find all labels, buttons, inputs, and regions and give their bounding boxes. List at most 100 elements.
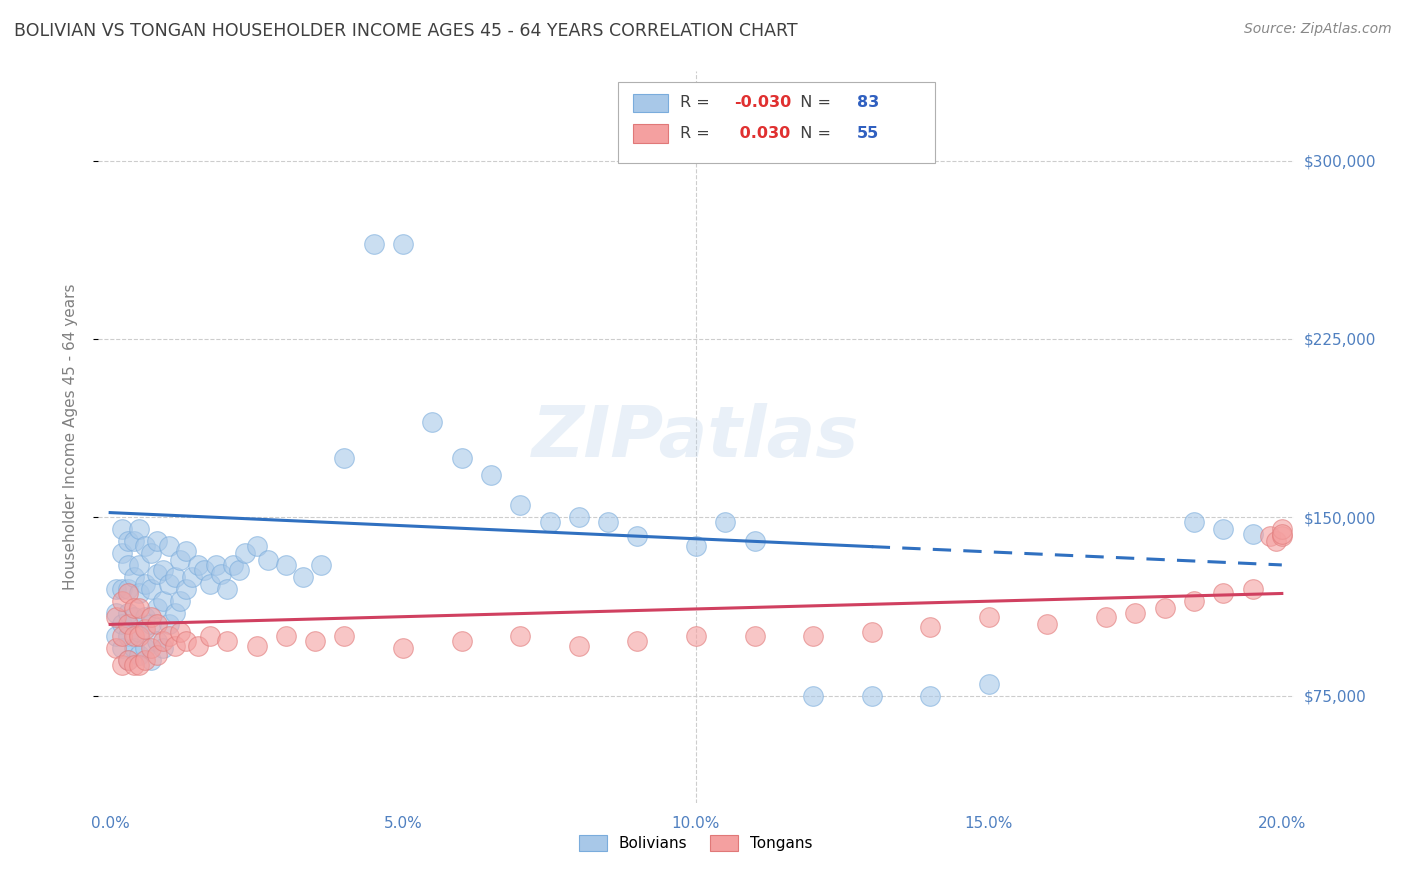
Point <box>117 617 139 632</box>
Point <box>211 567 233 582</box>
Point <box>122 534 145 549</box>
Point <box>198 629 221 643</box>
Point <box>141 617 163 632</box>
Point <box>598 515 620 529</box>
Point <box>111 629 134 643</box>
Point <box>134 610 156 624</box>
Text: BOLIVIAN VS TONGAN HOUSEHOLDER INCOME AGES 45 - 64 YEARS CORRELATION CHART: BOLIVIAN VS TONGAN HOUSEHOLDER INCOME AG… <box>14 22 797 40</box>
Point <box>174 582 197 596</box>
Point <box>128 558 150 572</box>
Point <box>626 634 648 648</box>
Point <box>1241 582 1264 596</box>
Point <box>193 563 215 577</box>
Point <box>157 577 180 591</box>
Point <box>1265 534 1288 549</box>
Text: 83: 83 <box>858 95 880 111</box>
Point <box>744 629 766 643</box>
Point <box>1182 593 1205 607</box>
Point <box>122 657 145 672</box>
Point <box>274 629 297 643</box>
Point <box>450 450 472 465</box>
Point <box>111 582 134 596</box>
Point <box>422 415 444 429</box>
Point <box>685 539 707 553</box>
Point <box>626 529 648 543</box>
Point <box>920 620 942 634</box>
Text: N =: N = <box>790 95 837 111</box>
Point <box>141 546 163 560</box>
Point <box>568 510 591 524</box>
Point <box>141 653 163 667</box>
Point <box>860 689 883 703</box>
FancyBboxPatch shape <box>633 124 668 143</box>
Point <box>105 606 128 620</box>
Point <box>860 624 883 639</box>
Point <box>217 582 239 596</box>
Point <box>222 558 245 572</box>
Point <box>157 539 180 553</box>
Point <box>111 522 134 536</box>
Point <box>479 467 502 482</box>
Point <box>1241 527 1264 541</box>
Point <box>128 600 150 615</box>
Point <box>128 629 150 643</box>
Point <box>134 653 156 667</box>
FancyBboxPatch shape <box>619 82 935 163</box>
Point <box>1095 610 1118 624</box>
Point <box>122 610 145 624</box>
Point <box>1212 586 1234 600</box>
Point <box>146 617 169 632</box>
Point <box>333 629 356 643</box>
Point <box>117 582 139 596</box>
Point <box>146 648 169 663</box>
Point <box>128 522 150 536</box>
Point <box>146 634 169 648</box>
Point <box>714 515 737 529</box>
Point <box>141 582 163 596</box>
Point <box>163 570 186 584</box>
Point <box>304 634 326 648</box>
Point <box>509 499 531 513</box>
Point <box>117 629 139 643</box>
Text: 0.030: 0.030 <box>734 126 790 141</box>
Text: R =: R = <box>681 95 716 111</box>
Point <box>292 570 315 584</box>
Point <box>174 543 197 558</box>
Point <box>111 657 134 672</box>
Point <box>111 617 134 632</box>
Point <box>134 622 156 636</box>
Point <box>538 515 561 529</box>
Point <box>117 653 139 667</box>
Y-axis label: Householder Income Ages 45 - 64 years: Householder Income Ages 45 - 64 years <box>63 284 77 591</box>
Text: R =: R = <box>681 126 720 141</box>
Point <box>146 600 169 615</box>
Point <box>363 236 385 251</box>
Point <box>105 641 128 656</box>
Point <box>152 563 174 577</box>
Point <box>122 570 145 584</box>
Point <box>152 641 174 656</box>
Point <box>392 236 415 251</box>
Point <box>105 582 128 596</box>
Point <box>204 558 226 572</box>
Point <box>450 634 472 648</box>
Point <box>122 629 145 643</box>
Point <box>141 641 163 656</box>
Point <box>146 567 169 582</box>
Point <box>111 546 134 560</box>
Point <box>257 553 280 567</box>
Point <box>152 634 174 648</box>
Point <box>1271 522 1294 536</box>
Point <box>134 641 156 656</box>
Point <box>141 610 163 624</box>
Point <box>1153 600 1175 615</box>
Point <box>152 593 174 607</box>
Text: ZIPatlas: ZIPatlas <box>533 402 859 472</box>
Point <box>111 641 134 656</box>
Point <box>117 653 139 667</box>
Point <box>169 624 191 639</box>
Point <box>134 539 156 553</box>
Point <box>1271 527 1294 541</box>
Point <box>122 600 145 615</box>
Point <box>128 624 150 639</box>
